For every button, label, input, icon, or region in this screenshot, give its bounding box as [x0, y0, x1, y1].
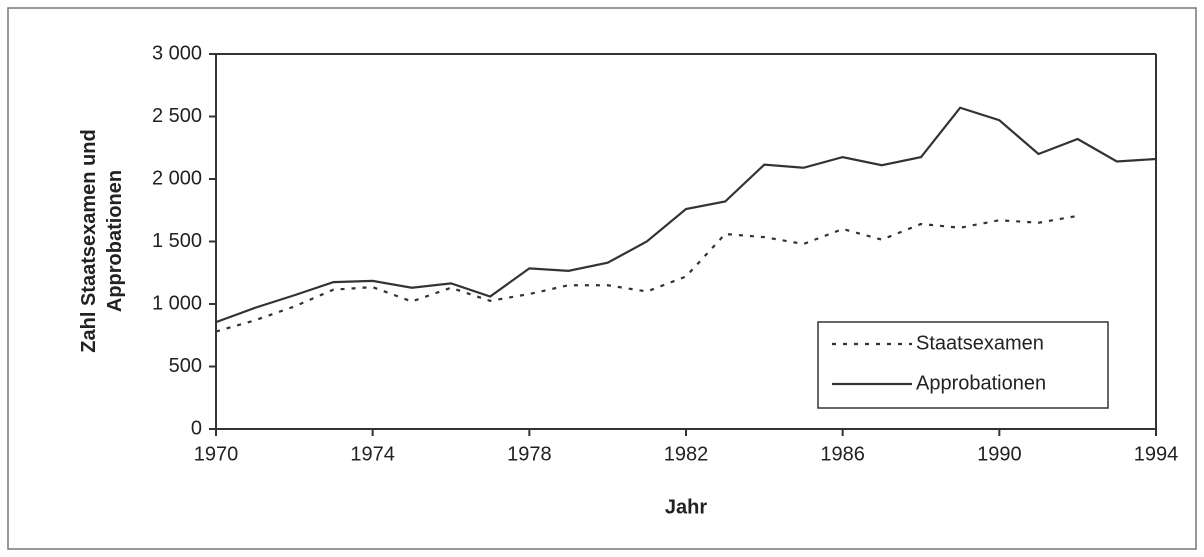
legend-box [817, 321, 1109, 409]
y-tick-label: 3 000 [152, 42, 202, 64]
legend-label: Approbationen [916, 372, 1046, 394]
y-tick-label: 0 [191, 417, 202, 439]
x-tick-label: 1970 [194, 443, 239, 465]
series-line [215, 106, 1157, 324]
y-axis-label: Zahl Staatsexamen und Approbationen [78, 129, 126, 353]
x-axis-label: Jahr [665, 496, 707, 518]
x-tick-label: 1994 [1134, 443, 1179, 465]
frame [7, 7, 1197, 550]
y-tick-label: 2 500 [152, 105, 202, 127]
x-tick-label: 1982 [664, 443, 709, 465]
legend-label: Staatsexamen [916, 332, 1044, 354]
y-tick-label: 2 000 [152, 167, 202, 189]
x-tick-label: 1978 [507, 443, 552, 465]
y-tick-label: 1 500 [152, 230, 202, 252]
x-tick-label: 1986 [820, 443, 865, 465]
series-line [215, 214, 1078, 333]
y-tick-label: 1 000 [152, 292, 202, 314]
y-tick-label: 500 [169, 355, 202, 377]
x-tick-label: 1974 [350, 443, 395, 465]
x-tick-label: 1990 [977, 443, 1022, 465]
